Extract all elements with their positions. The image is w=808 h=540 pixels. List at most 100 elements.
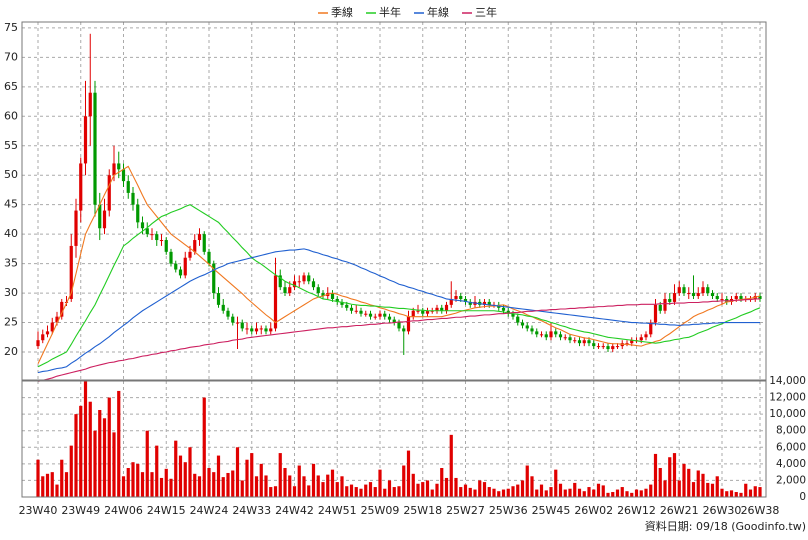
candle-body	[649, 322, 653, 335]
volume-bar	[64, 472, 69, 497]
candle-body	[615, 346, 620, 348]
candle-body	[549, 331, 553, 338]
volume-bar	[349, 484, 354, 497]
candle-body	[520, 322, 525, 326]
candle-body	[535, 331, 539, 335]
candle-body	[402, 328, 406, 332]
candle-body	[131, 192, 135, 205]
candle-body	[715, 296, 719, 299]
volume-bar	[468, 487, 472, 497]
y2-tick-label: 8,000	[776, 425, 806, 437]
candle-body	[93, 92, 97, 205]
volume-bar	[706, 482, 710, 497]
volume-bar	[321, 482, 325, 497]
volume-bar	[121, 476, 126, 497]
volume-bar	[335, 482, 339, 497]
x-tick-label: 24W06	[104, 504, 143, 517]
volume-bar	[345, 486, 349, 497]
candle-body	[36, 340, 40, 347]
candle-body	[245, 328, 249, 330]
candle-body	[140, 222, 145, 229]
candle-body	[706, 287, 710, 294]
volume-bar	[672, 453, 677, 497]
x-tick-label: 24W33	[232, 504, 271, 517]
candle-body	[364, 313, 368, 315]
x-tick-label: 24W42	[275, 504, 314, 517]
candle-body	[316, 287, 320, 294]
volume-bar	[463, 484, 468, 497]
candle-body	[145, 228, 149, 235]
volume-bar	[174, 440, 178, 497]
legend-label: 季線	[331, 5, 353, 19]
footer-note: 資料日期: 09/18 (Goodinfo.tw)	[645, 519, 806, 533]
volume-bar	[535, 489, 539, 497]
candle-body	[349, 307, 354, 311]
volume-bar	[164, 468, 168, 497]
x-tick-label: 24W51	[318, 504, 357, 517]
candle-body	[335, 298, 339, 302]
volume-bar	[50, 472, 54, 497]
candle-body	[136, 204, 140, 223]
volume-bar	[273, 486, 278, 497]
volume-bar	[644, 488, 648, 497]
volume-bar	[74, 414, 78, 497]
volume-bar	[459, 487, 463, 497]
volume-bar	[506, 488, 510, 497]
candle-body	[454, 296, 458, 299]
candle-body	[55, 316, 59, 323]
volume-bar	[539, 484, 544, 497]
volume-bar	[55, 484, 59, 497]
candle-body	[425, 310, 430, 314]
candle-body	[178, 269, 183, 276]
candle-body	[330, 293, 335, 299]
candle-body	[302, 275, 306, 282]
y-tick-label: 55	[4, 139, 18, 152]
volume-bar	[183, 462, 187, 497]
candle-body	[592, 343, 596, 347]
volume-bar	[278, 453, 282, 497]
volume-bar	[677, 480, 681, 497]
volume-bar	[430, 489, 434, 497]
candle-body	[421, 310, 425, 314]
candle-body	[126, 181, 130, 193]
volume-bar	[511, 486, 515, 497]
candle-body	[691, 293, 696, 297]
candle-body	[468, 301, 472, 305]
y-tick-label: 25	[4, 316, 18, 329]
candle-body	[288, 287, 292, 294]
volume-bar	[720, 488, 724, 497]
candle-body	[378, 313, 382, 317]
volume-bar	[269, 487, 273, 497]
candle-body	[449, 298, 453, 305]
volume-bar	[682, 463, 686, 497]
volume-bar	[544, 490, 548, 497]
volume-bar	[288, 475, 292, 497]
candle-body	[354, 310, 358, 312]
volume-bar	[221, 477, 225, 497]
candle-body	[212, 263, 216, 294]
volume-bar	[302, 476, 306, 497]
volume-bar	[250, 453, 254, 497]
candle-body	[50, 322, 54, 332]
candle-body	[164, 240, 168, 252]
volume-bar	[753, 486, 757, 497]
volume-bar	[145, 430, 149, 497]
candle-body	[373, 316, 377, 318]
volume-bar	[326, 474, 330, 497]
candle-body	[45, 331, 50, 335]
candle-body	[121, 169, 126, 182]
candle-body	[254, 328, 259, 332]
candle-body	[273, 275, 278, 329]
volume-bar	[245, 459, 249, 497]
candle-body	[235, 322, 240, 324]
candle-body	[639, 337, 643, 341]
volume-bar	[202, 397, 206, 497]
candle-body	[701, 287, 705, 294]
candle-body	[183, 257, 187, 276]
ma-line	[37, 248, 760, 374]
volume-bar	[178, 455, 183, 497]
y2-tick-label: 4,000	[776, 458, 806, 470]
volume-bar	[45, 473, 50, 497]
candle-body	[368, 313, 373, 317]
candle-body	[587, 340, 591, 344]
